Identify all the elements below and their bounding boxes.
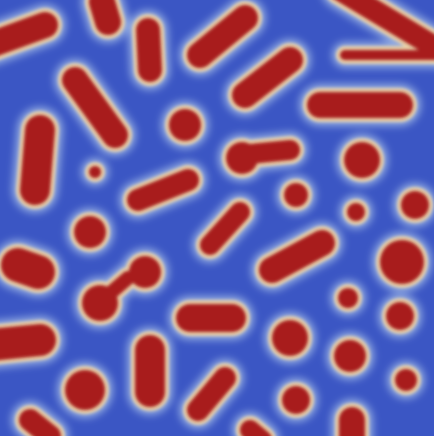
blob-core (62, 67, 128, 148)
blob-core (136, 18, 162, 82)
blob-core (240, 420, 272, 436)
blob-core (282, 386, 310, 414)
blob-core (259, 230, 335, 283)
blob-core (232, 47, 303, 108)
blob-core (20, 115, 55, 205)
blob-core (200, 202, 250, 255)
blob-core (82, 285, 118, 321)
blob-core (74, 216, 106, 248)
blob-core (19, 409, 61, 436)
blob-core (338, 288, 358, 308)
blob-core (226, 142, 258, 174)
blob-core (89, 0, 121, 35)
blob-core (334, 340, 366, 372)
blob-core (0, 324, 56, 361)
blob-core (284, 183, 308, 207)
blob-core (386, 302, 414, 330)
blob-core (169, 109, 201, 141)
blob-core (187, 5, 258, 68)
blob-core (335, 0, 434, 60)
blob-core (272, 320, 308, 356)
blob-core (1, 248, 55, 289)
blob-core (187, 367, 236, 421)
blob-core (89, 166, 101, 178)
blob-core (129, 256, 161, 288)
blob-core (344, 142, 380, 178)
blob-core (0, 12, 58, 56)
blob-core (127, 169, 199, 211)
blob-core (395, 369, 417, 391)
blob-core (401, 191, 429, 219)
blob-core (380, 240, 424, 284)
blob-core (65, 370, 105, 410)
blob-core (347, 203, 365, 221)
